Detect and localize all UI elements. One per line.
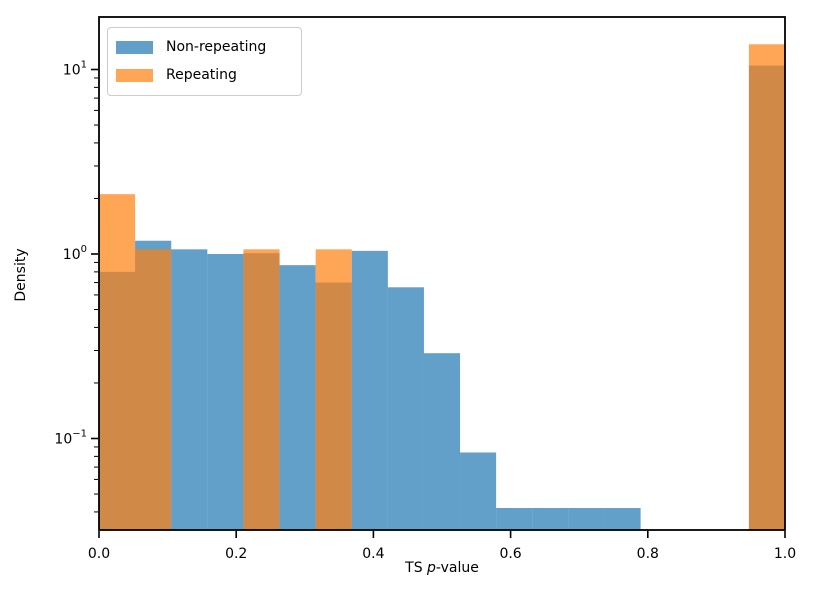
y-tick-label: 10−1 bbox=[54, 429, 87, 448]
histogram-bar-repeating-bin1 bbox=[99, 194, 136, 530]
histogram-bar-repeating-bin7 bbox=[315, 249, 352, 531]
histogram-bar-non-repeating-bin10 bbox=[423, 353, 461, 530]
legend-swatch-non-repeating bbox=[116, 40, 153, 54]
x-tick-label: 0.4 bbox=[362, 546, 384, 562]
legend-swatch-repeating bbox=[116, 68, 153, 82]
y-tick-label: 100 bbox=[63, 244, 87, 263]
x-tick-label: 0.0 bbox=[88, 546, 110, 562]
histogram-bar-non-repeating-bin12 bbox=[496, 508, 533, 530]
histogram-bar-non-repeating-bin11 bbox=[460, 452, 497, 530]
histogram-bar-non-repeating-bin3 bbox=[171, 249, 208, 531]
x-axis-label-suffix: -value bbox=[435, 560, 479, 576]
histogram-bar-repeating-bin19 bbox=[748, 44, 785, 530]
plot-frame bbox=[98, 16, 786, 531]
histogram-bar-non-repeating-bin13 bbox=[532, 508, 569, 530]
legend-label-repeating: Repeating bbox=[166, 67, 237, 83]
x-tick-label: 0.8 bbox=[637, 546, 659, 562]
legend-entry-repeating: Repeating bbox=[116, 61, 292, 89]
histogram-bar-repeating-bin5 bbox=[243, 249, 280, 531]
x-axis-label: TS p-value bbox=[99, 560, 785, 576]
histogram-bar-non-repeating-bin6 bbox=[279, 265, 316, 530]
histogram-bar-non-repeating-bin15 bbox=[604, 508, 641, 530]
x-axis-label-italic-p: p bbox=[427, 560, 436, 576]
y-axis-label: Density bbox=[13, 248, 29, 302]
x-axis-label-prefix: TS bbox=[405, 560, 428, 576]
x-tick-label: 0.6 bbox=[499, 546, 521, 562]
histogram-bar-non-repeating-bin8 bbox=[351, 250, 388, 530]
y-tick-label: 101 bbox=[63, 60, 87, 79]
histogram-bar-non-repeating-bin4 bbox=[207, 254, 244, 530]
histogram-bar-repeating-bin2 bbox=[135, 249, 172, 531]
histogram-bar-non-repeating-bin9 bbox=[387, 287, 424, 530]
histogram-bar-non-repeating-bin14 bbox=[568, 508, 605, 530]
x-tick-label: 0.2 bbox=[225, 546, 247, 562]
legend-label-non-repeating: Non-repeating bbox=[166, 39, 267, 55]
x-tick-label: 1.0 bbox=[774, 546, 796, 562]
legend: Non-repeating Repeating bbox=[107, 27, 302, 96]
legend-entry-non-repeating: Non-repeating bbox=[116, 33, 292, 61]
